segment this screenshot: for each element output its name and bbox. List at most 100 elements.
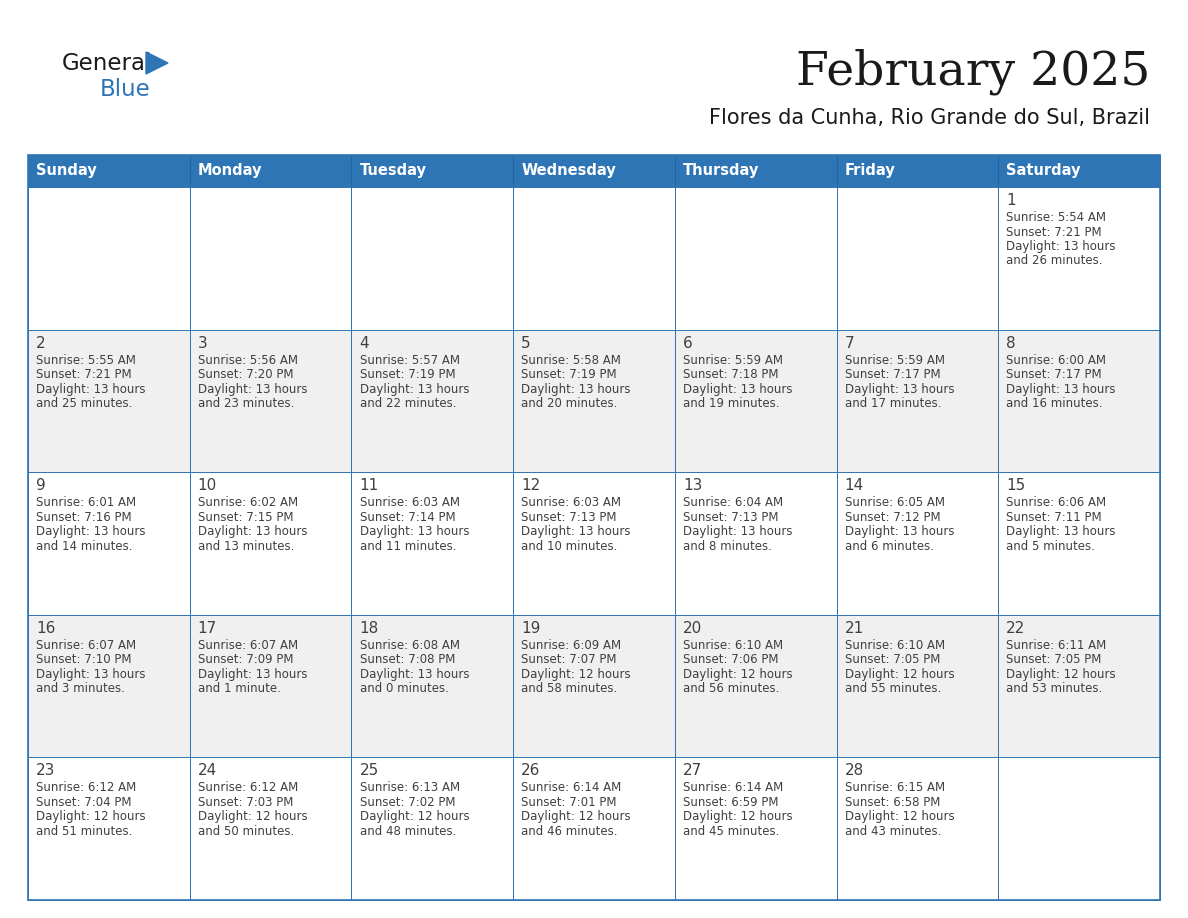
Bar — [29, 472, 190, 615]
Text: Sunset: 6:59 PM: Sunset: 6:59 PM — [683, 796, 778, 809]
Text: Daylight: 12 hours: Daylight: 12 hours — [1006, 667, 1116, 681]
Text: 5: 5 — [522, 336, 531, 351]
Text: 23: 23 — [36, 764, 56, 778]
Text: 7: 7 — [845, 336, 854, 351]
Text: Daylight: 13 hours: Daylight: 13 hours — [360, 525, 469, 538]
Text: Daylight: 12 hours: Daylight: 12 hours — [683, 811, 792, 823]
Bar — [998, 187, 1159, 330]
Text: Daylight: 12 hours: Daylight: 12 hours — [522, 667, 631, 681]
Text: Sunset: 7:21 PM: Sunset: 7:21 PM — [36, 368, 132, 381]
Text: Sunset: 7:12 PM: Sunset: 7:12 PM — [845, 510, 940, 523]
Text: 28: 28 — [845, 764, 864, 778]
Bar — [675, 472, 836, 615]
Text: Sunset: 7:11 PM: Sunset: 7:11 PM — [1006, 510, 1102, 523]
Bar — [998, 155, 1159, 187]
Text: Daylight: 13 hours: Daylight: 13 hours — [845, 383, 954, 396]
Text: Daylight: 13 hours: Daylight: 13 hours — [1006, 240, 1116, 253]
Text: Sunrise: 6:01 AM: Sunrise: 6:01 AM — [36, 497, 137, 509]
Text: General: General — [62, 52, 152, 75]
Text: Daylight: 12 hours: Daylight: 12 hours — [522, 811, 631, 823]
Text: 17: 17 — [197, 621, 217, 636]
Text: Monday: Monday — [197, 163, 263, 178]
Bar — [675, 155, 836, 187]
Text: Sunrise: 6:05 AM: Sunrise: 6:05 AM — [845, 497, 944, 509]
Text: and 10 minutes.: and 10 minutes. — [522, 540, 618, 553]
Text: Sunrise: 6:10 AM: Sunrise: 6:10 AM — [845, 639, 944, 652]
Text: and 50 minutes.: and 50 minutes. — [197, 825, 295, 838]
Bar — [190, 330, 352, 472]
Text: 1: 1 — [1006, 193, 1016, 208]
Text: and 8 minutes.: and 8 minutes. — [683, 540, 772, 553]
Text: Daylight: 13 hours: Daylight: 13 hours — [683, 525, 792, 538]
Text: 12: 12 — [522, 478, 541, 493]
Bar — [998, 472, 1159, 615]
Text: and 6 minutes.: and 6 minutes. — [845, 540, 934, 553]
Bar — [29, 155, 190, 187]
Text: Daylight: 13 hours: Daylight: 13 hours — [197, 667, 308, 681]
Text: 9: 9 — [36, 478, 46, 493]
Text: Sunrise: 6:13 AM: Sunrise: 6:13 AM — [360, 781, 460, 794]
Bar — [836, 155, 998, 187]
Text: and 26 minutes.: and 26 minutes. — [1006, 254, 1102, 267]
Text: Daylight: 12 hours: Daylight: 12 hours — [360, 811, 469, 823]
Text: Daylight: 13 hours: Daylight: 13 hours — [360, 667, 469, 681]
Text: 11: 11 — [360, 478, 379, 493]
Text: Sunset: 7:19 PM: Sunset: 7:19 PM — [360, 368, 455, 381]
Text: and 22 minutes.: and 22 minutes. — [360, 397, 456, 410]
Bar — [675, 615, 836, 757]
Text: Sunrise: 6:12 AM: Sunrise: 6:12 AM — [197, 781, 298, 794]
Text: Sunrise: 6:12 AM: Sunrise: 6:12 AM — [36, 781, 137, 794]
Text: Sunrise: 6:15 AM: Sunrise: 6:15 AM — [845, 781, 944, 794]
Text: Friday: Friday — [845, 163, 896, 178]
Text: and 1 minute.: and 1 minute. — [197, 682, 280, 695]
Text: 3: 3 — [197, 336, 208, 351]
Bar — [675, 330, 836, 472]
Text: and 56 minutes.: and 56 minutes. — [683, 682, 779, 695]
Text: Sunset: 7:05 PM: Sunset: 7:05 PM — [845, 654, 940, 666]
Text: Sunset: 6:58 PM: Sunset: 6:58 PM — [845, 796, 940, 809]
Bar — [836, 472, 998, 615]
Text: Sunset: 7:15 PM: Sunset: 7:15 PM — [197, 510, 293, 523]
Bar — [29, 757, 190, 900]
Text: Sunrise: 6:07 AM: Sunrise: 6:07 AM — [197, 639, 298, 652]
Text: Sunset: 7:07 PM: Sunset: 7:07 PM — [522, 654, 617, 666]
Text: Sunrise: 6:03 AM: Sunrise: 6:03 AM — [360, 497, 460, 509]
Bar — [998, 615, 1159, 757]
Text: Sunrise: 5:56 AM: Sunrise: 5:56 AM — [197, 353, 298, 366]
Text: 21: 21 — [845, 621, 864, 636]
Text: Daylight: 12 hours: Daylight: 12 hours — [36, 811, 146, 823]
Text: and 11 minutes.: and 11 minutes. — [360, 540, 456, 553]
Bar — [513, 187, 675, 330]
Text: Sunset: 7:10 PM: Sunset: 7:10 PM — [36, 654, 132, 666]
Text: and 14 minutes.: and 14 minutes. — [36, 540, 133, 553]
Text: 10: 10 — [197, 478, 217, 493]
Text: and 3 minutes.: and 3 minutes. — [36, 682, 125, 695]
Text: Wednesday: Wednesday — [522, 163, 617, 178]
Text: Sunrise: 5:57 AM: Sunrise: 5:57 AM — [360, 353, 460, 366]
Bar — [675, 187, 836, 330]
Text: and 17 minutes.: and 17 minutes. — [845, 397, 941, 410]
Bar — [352, 615, 513, 757]
Text: Daylight: 12 hours: Daylight: 12 hours — [845, 667, 954, 681]
Bar — [998, 330, 1159, 472]
Bar — [352, 330, 513, 472]
Text: Sunset: 7:13 PM: Sunset: 7:13 PM — [522, 510, 617, 523]
Text: Sunrise: 6:00 AM: Sunrise: 6:00 AM — [1006, 353, 1106, 366]
Text: Sunset: 7:14 PM: Sunset: 7:14 PM — [360, 510, 455, 523]
Text: and 46 minutes.: and 46 minutes. — [522, 825, 618, 838]
Bar — [998, 757, 1159, 900]
Bar — [29, 187, 190, 330]
Text: Sunset: 7:08 PM: Sunset: 7:08 PM — [360, 654, 455, 666]
Text: 20: 20 — [683, 621, 702, 636]
Text: Sunrise: 6:11 AM: Sunrise: 6:11 AM — [1006, 639, 1106, 652]
Text: Tuesday: Tuesday — [360, 163, 426, 178]
Text: 4: 4 — [360, 336, 369, 351]
Text: Sunset: 7:17 PM: Sunset: 7:17 PM — [845, 368, 940, 381]
Bar — [352, 187, 513, 330]
Bar — [29, 155, 1159, 900]
Text: Sunset: 7:01 PM: Sunset: 7:01 PM — [522, 796, 617, 809]
Text: Sunrise: 6:07 AM: Sunrise: 6:07 AM — [36, 639, 137, 652]
Bar — [352, 757, 513, 900]
Text: 24: 24 — [197, 764, 217, 778]
Text: Sunset: 7:02 PM: Sunset: 7:02 PM — [360, 796, 455, 809]
